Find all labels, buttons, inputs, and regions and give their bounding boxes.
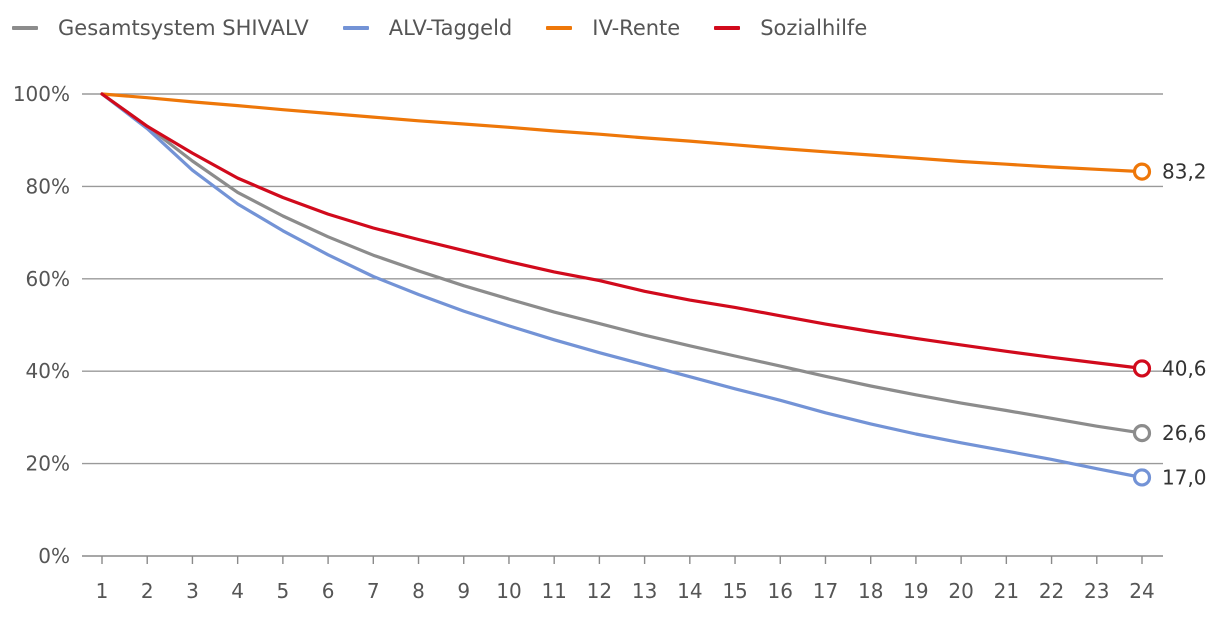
x-tick-label: 22 [1039,579,1064,603]
end-marker-iv-rente [1132,162,1152,181]
x-tick-label: 9 [457,579,470,603]
end-value-label-iv-rente: 83,2 [1162,160,1207,184]
series-line-gesamtsystem-shivalv [100,92,1144,435]
x-tick-label: 20 [948,579,973,603]
legend-swatch-gesamtsystem [12,26,38,30]
legend-label-alv-taggeld: ALV-Taggeld [388,16,513,40]
end-marker-sozialhilfe [1132,359,1152,378]
label-layer: 0%20%40%60%80%100%1 2 3 4 5 6 7 8 9 10 11 12 13 14 15 1… [13,82,1207,603]
x-tick-label: 18 [858,579,883,603]
x-tick-label: 21 [994,579,1019,603]
end-marker-alv-taggeld [1132,468,1152,487]
series-layer [100,92,1152,487]
x-tick-label: 10 [496,579,521,603]
x-tick-label: 19 [903,579,928,603]
x-tick-label: 17 [813,579,838,603]
legend-item-sozialhilfe[interactable]: Sozialhilfe [714,16,867,40]
end-value-label-gesamtsystem-shivalv: 26,6 [1162,421,1207,445]
x-tick-label: 8 [412,579,425,603]
legend-swatch-alv-taggeld [342,26,369,30]
legend-label-sozialhilfe: Sozialhilfe [760,16,868,40]
x-tick-label: 2 [141,579,154,603]
x-tick-label: 24 [1129,579,1154,603]
y-tick-label: 80% [26,174,70,198]
x-tick-label: 5 [277,579,290,603]
series-line-sozialhilfe [100,92,1144,370]
legend-swatch-iv-rente [546,26,573,30]
x-tick-label: 12 [587,579,612,603]
x-tick-label: 1 [96,579,109,603]
y-tick-label: 100% [13,82,70,106]
legend-label-iv-rente: IV-Rente [592,16,681,40]
end-value-label-alv-taggeld: 17,0 [1162,465,1207,489]
end-value-label-sozialhilfe: 40,6 [1162,356,1207,380]
x-tick-label: 7 [367,579,380,603]
x-tick-label: 14 [677,579,702,603]
end-marker-gesamtsystem-shivalv [1132,424,1152,443]
x-tick-label: 3 [186,579,199,603]
legend-item-iv-rente[interactable]: IV-Rente [546,16,680,40]
series-line-alv-taggeld [100,92,1144,480]
series-line-iv-rente [100,92,1144,174]
legend-swatch-sozialhilfe [714,26,741,30]
y-tick-label: 40% [26,359,70,383]
grid-layer [82,93,1163,564]
x-tick-label: 13 [632,579,657,603]
x-tick-label: 15 [722,579,747,603]
x-tick-label: 16 [768,579,793,603]
legend-item-alv-taggeld[interactable]: ALV-Taggeld [342,16,513,40]
chart-legend: Gesamtsystem SHIVALV ALV-Taggeld IV-Rent… [0,8,889,48]
y-tick-label: 0% [38,544,70,568]
x-tick-label: 23 [1084,579,1109,603]
x-tick-label: 6 [322,579,335,603]
y-tick-label: 20% [26,452,70,476]
legend-label-gesamtsystem: Gesamtsystem SHIVALV [58,16,309,40]
x-tick-label: 4 [231,579,244,603]
y-tick-label: 60% [26,267,70,291]
x-tick-label: 11 [541,579,566,603]
legend-item-gesamtsystem[interactable]: Gesamtsystem SHIVALV [12,16,309,40]
